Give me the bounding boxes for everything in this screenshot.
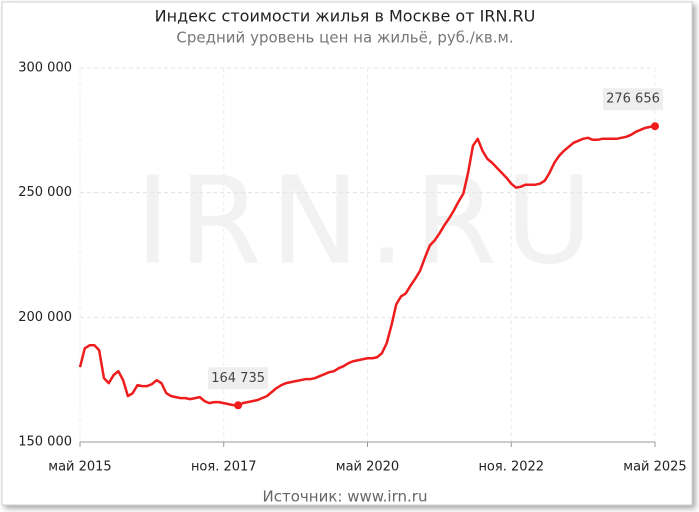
annotation-label: 276 656: [606, 92, 660, 107]
annotation-point: [234, 401, 243, 410]
annotation-label: 164 735: [211, 371, 265, 386]
x-tick-label: ноя. 2022: [478, 460, 544, 475]
y-tick-label: 250 000: [18, 185, 72, 200]
chart-subtitle: Средний уровень цен на жильё, руб./кв.м.: [176, 29, 513, 47]
x-tick-label: май 2015: [48, 460, 111, 475]
chart-title: Индекс стоимости жилья в Москве от IRN.R…: [155, 7, 536, 26]
annotation-box: [208, 367, 269, 390]
annotation-box: [603, 88, 663, 111]
x-tick-label: май 2020: [336, 460, 399, 475]
annotation-point: [651, 122, 659, 131]
series-line: [78, 124, 656, 407]
y-tick-label: 150 000: [18, 435, 72, 450]
frame: [1, 1, 693, 506]
source: Источник: www.irn.ru: [263, 488, 428, 506]
y-tick-label: 300 000: [18, 61, 72, 76]
y-tick-label: 200 000: [18, 310, 72, 325]
x-tick-label: ноя. 2017: [191, 460, 257, 475]
watermark: IRN.RU: [135, 153, 601, 292]
x-tick-label: май 2025: [623, 460, 686, 475]
